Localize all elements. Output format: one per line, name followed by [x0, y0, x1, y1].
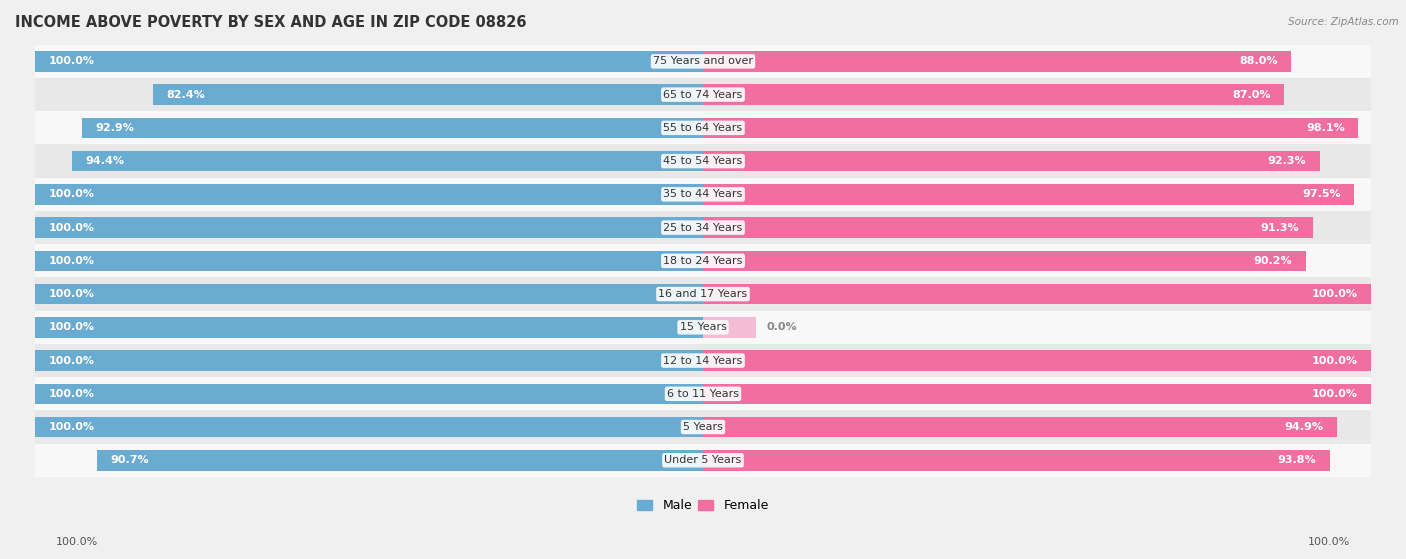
Text: Source: ZipAtlas.com: Source: ZipAtlas.com: [1288, 17, 1399, 27]
Bar: [35, 377, 1371, 410]
Bar: [703, 250, 1306, 271]
Bar: [35, 178, 1371, 211]
Bar: [703, 84, 1284, 105]
Text: 100.0%: 100.0%: [48, 190, 94, 200]
Legend: Male, Female: Male, Female: [633, 494, 773, 518]
Bar: [35, 45, 1371, 78]
Bar: [703, 184, 1354, 205]
Bar: [35, 444, 1371, 477]
Text: 90.2%: 90.2%: [1254, 256, 1292, 266]
Bar: [703, 350, 1371, 371]
Text: 94.4%: 94.4%: [86, 156, 125, 166]
Bar: [35, 78, 1371, 111]
Text: 55 to 64 Years: 55 to 64 Years: [664, 123, 742, 133]
Bar: [703, 417, 1337, 437]
Bar: [35, 250, 703, 271]
Text: 92.9%: 92.9%: [96, 123, 135, 133]
Text: 100.0%: 100.0%: [48, 356, 94, 366]
Bar: [35, 51, 703, 72]
Text: 5 Years: 5 Years: [683, 422, 723, 432]
Bar: [35, 217, 703, 238]
Text: 100.0%: 100.0%: [48, 389, 94, 399]
Text: 100.0%: 100.0%: [48, 56, 94, 67]
Bar: [35, 311, 1371, 344]
Text: 82.4%: 82.4%: [166, 89, 205, 100]
Text: 97.5%: 97.5%: [1302, 190, 1341, 200]
Bar: [35, 211, 1371, 244]
Text: 100.0%: 100.0%: [56, 537, 98, 547]
Bar: [35, 344, 1371, 377]
Text: 93.8%: 93.8%: [1278, 455, 1316, 465]
Text: 18 to 24 Years: 18 to 24 Years: [664, 256, 742, 266]
Bar: [35, 144, 1371, 178]
Bar: [703, 117, 1358, 138]
Text: 12 to 14 Years: 12 to 14 Years: [664, 356, 742, 366]
Text: 98.1%: 98.1%: [1306, 123, 1346, 133]
Text: 100.0%: 100.0%: [48, 289, 94, 299]
Bar: [703, 51, 1291, 72]
Text: 100.0%: 100.0%: [1312, 289, 1358, 299]
Text: 0.0%: 0.0%: [766, 323, 797, 332]
Text: 100.0%: 100.0%: [48, 256, 94, 266]
Bar: [703, 450, 1330, 471]
Text: 94.9%: 94.9%: [1285, 422, 1323, 432]
Bar: [35, 277, 1371, 311]
Bar: [35, 111, 1371, 144]
Bar: [703, 217, 1313, 238]
Bar: [35, 284, 703, 305]
Bar: [703, 284, 1371, 305]
Bar: [73, 151, 703, 172]
Bar: [703, 383, 1371, 404]
Text: 25 to 34 Years: 25 to 34 Years: [664, 222, 742, 233]
Bar: [153, 84, 703, 105]
Bar: [35, 417, 703, 437]
Bar: [35, 317, 703, 338]
Text: 45 to 54 Years: 45 to 54 Years: [664, 156, 742, 166]
Bar: [35, 383, 703, 404]
Bar: [35, 350, 703, 371]
Bar: [35, 410, 1371, 444]
Text: 100.0%: 100.0%: [1312, 356, 1358, 366]
Text: 35 to 44 Years: 35 to 44 Years: [664, 190, 742, 200]
Text: 87.0%: 87.0%: [1232, 89, 1271, 100]
Text: 92.3%: 92.3%: [1268, 156, 1306, 166]
Bar: [83, 117, 703, 138]
Text: 16 and 17 Years: 16 and 17 Years: [658, 289, 748, 299]
Text: 100.0%: 100.0%: [48, 323, 94, 332]
Text: 65 to 74 Years: 65 to 74 Years: [664, 89, 742, 100]
Text: 100.0%: 100.0%: [48, 422, 94, 432]
Text: 75 Years and over: 75 Years and over: [652, 56, 754, 67]
Text: 91.3%: 91.3%: [1261, 222, 1299, 233]
Text: 100.0%: 100.0%: [1308, 537, 1350, 547]
Bar: [35, 184, 703, 205]
Text: Under 5 Years: Under 5 Years: [665, 455, 741, 465]
Text: 100.0%: 100.0%: [1312, 389, 1358, 399]
Text: 88.0%: 88.0%: [1239, 56, 1278, 67]
Bar: [703, 317, 756, 338]
Bar: [703, 151, 1319, 172]
Bar: [97, 450, 703, 471]
Text: 90.7%: 90.7%: [111, 455, 149, 465]
Text: 6 to 11 Years: 6 to 11 Years: [666, 389, 740, 399]
Text: INCOME ABOVE POVERTY BY SEX AND AGE IN ZIP CODE 08826: INCOME ABOVE POVERTY BY SEX AND AGE IN Z…: [15, 15, 526, 30]
Text: 15 Years: 15 Years: [679, 323, 727, 332]
Bar: [35, 244, 1371, 277]
Text: 100.0%: 100.0%: [48, 222, 94, 233]
